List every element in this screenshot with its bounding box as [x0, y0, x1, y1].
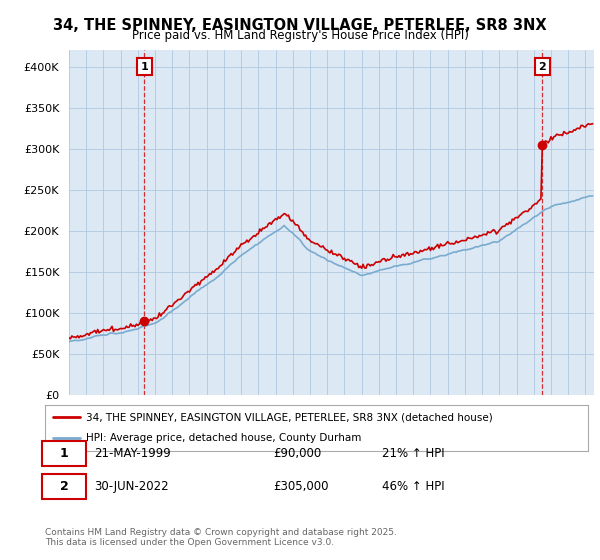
- Text: 30-JUN-2022: 30-JUN-2022: [94, 480, 169, 493]
- Text: 34, THE SPINNEY, EASINGTON VILLAGE, PETERLEE, SR8 3NX: 34, THE SPINNEY, EASINGTON VILLAGE, PETE…: [53, 18, 547, 33]
- Text: 2: 2: [538, 62, 546, 72]
- Text: 21-MAY-1999: 21-MAY-1999: [94, 446, 170, 460]
- Text: £90,000: £90,000: [273, 446, 322, 460]
- FancyBboxPatch shape: [42, 474, 86, 499]
- Text: 34, THE SPINNEY, EASINGTON VILLAGE, PETERLEE, SR8 3NX (detached house): 34, THE SPINNEY, EASINGTON VILLAGE, PETE…: [86, 412, 493, 422]
- Text: HPI: Average price, detached house, County Durham: HPI: Average price, detached house, Coun…: [86, 433, 361, 444]
- Text: Contains HM Land Registry data © Crown copyright and database right 2025.
This d: Contains HM Land Registry data © Crown c…: [45, 528, 397, 547]
- Text: 1: 1: [59, 446, 68, 460]
- Text: Price paid vs. HM Land Registry's House Price Index (HPI): Price paid vs. HM Land Registry's House …: [131, 29, 469, 42]
- Text: 46% ↑ HPI: 46% ↑ HPI: [382, 480, 444, 493]
- Text: £305,000: £305,000: [273, 480, 329, 493]
- Text: 21% ↑ HPI: 21% ↑ HPI: [382, 446, 444, 460]
- Text: 1: 1: [140, 62, 148, 72]
- Text: 2: 2: [59, 480, 68, 493]
- FancyBboxPatch shape: [42, 441, 86, 465]
